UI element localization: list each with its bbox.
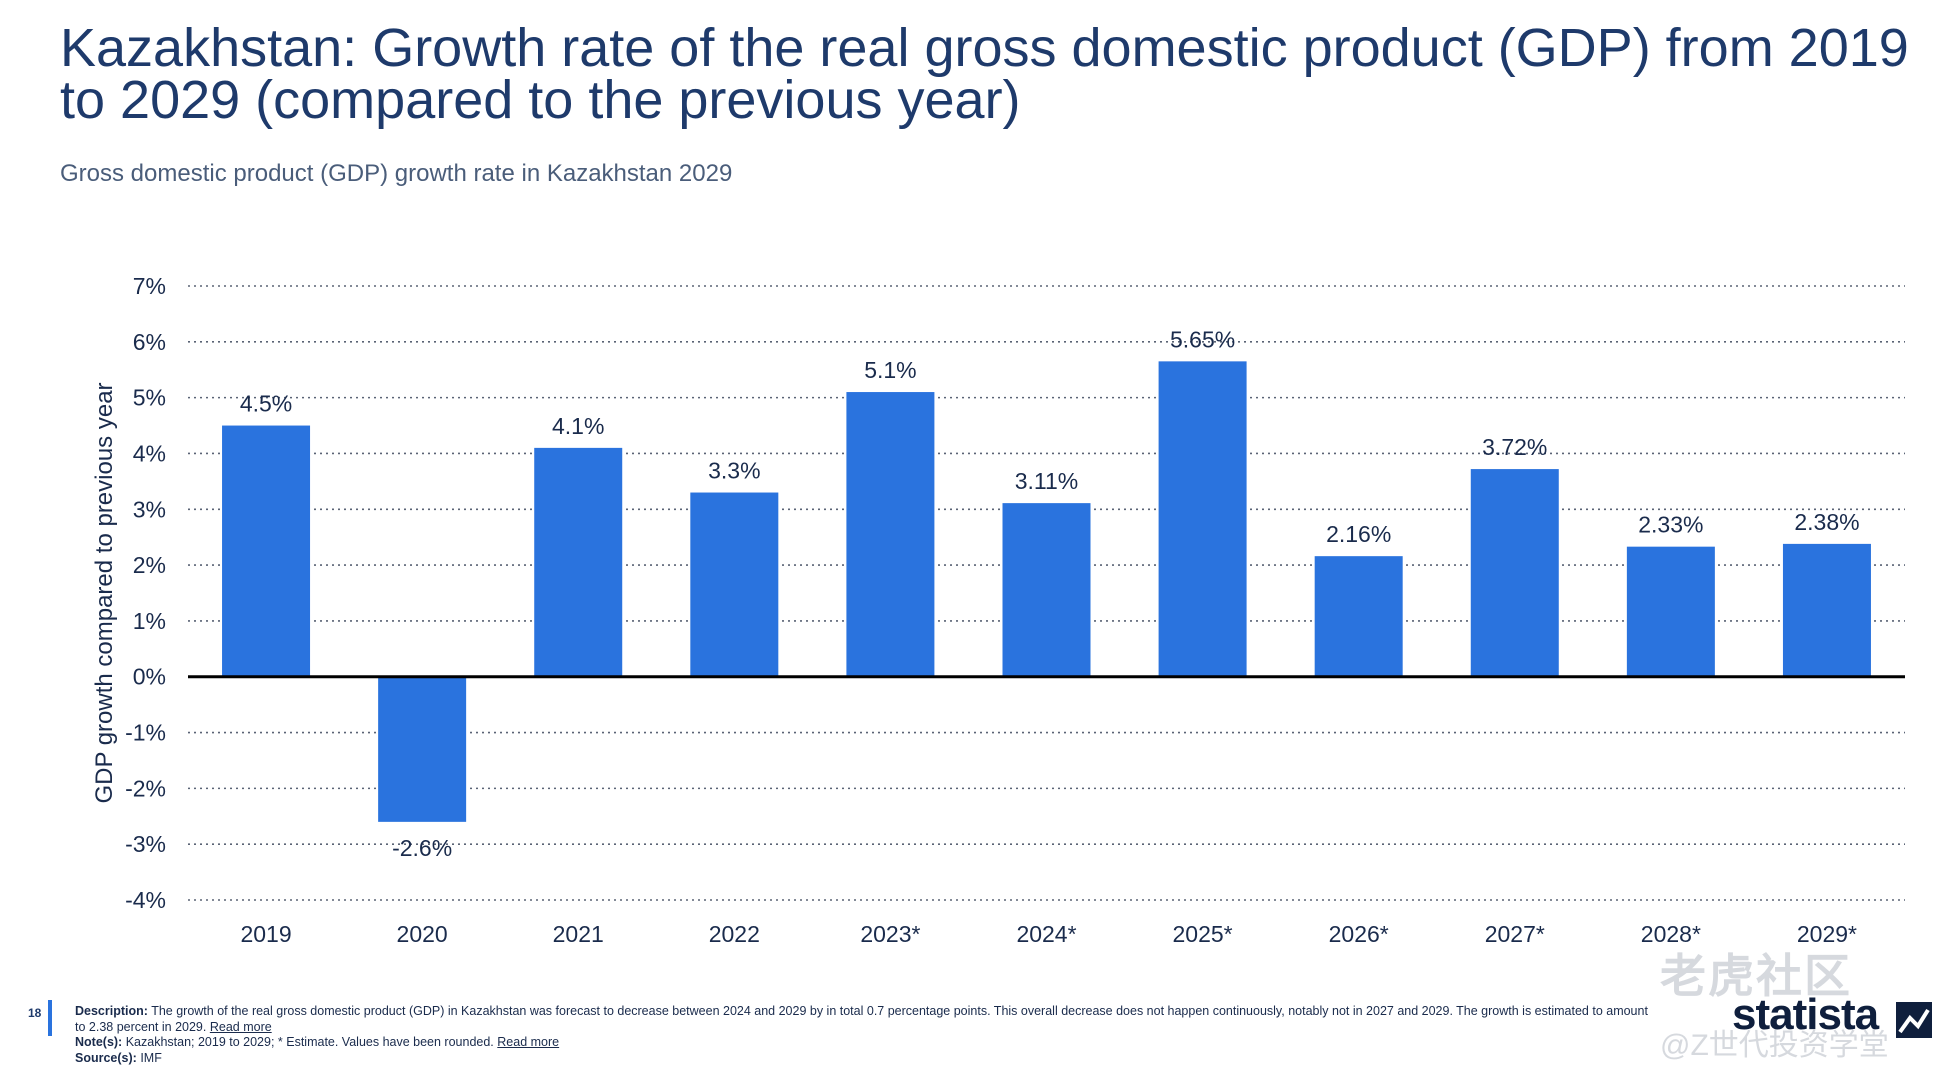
bar [846,392,935,677]
description-line: Description: The growth of the real gros… [75,1004,1655,1035]
page-accent-bar [48,1000,52,1036]
x-tick-label: 2024* [1016,921,1076,947]
bar [1470,469,1559,677]
bars [222,361,1871,822]
y-tick-label: 4% [133,440,166,466]
data-label: 3.11% [1015,468,1079,494]
chart-subtitle: Gross domestic product (GDP) growth rate… [60,160,733,187]
statista-logo-icon [1896,1002,1932,1038]
y-tick-label: 3% [133,496,166,522]
y-tick-label: 2% [133,552,166,578]
description-label: Description: [75,1004,148,1018]
y-axis-ticks: 7% 6% 5% 4% 3% 2% 1% 0% -1% -2% -3% -4% [125,273,166,913]
data-label: -2.6% [392,835,452,861]
x-tick-label: 2029* [1797,921,1857,947]
bar [222,425,311,677]
y-tick-label: -3% [125,831,166,857]
x-tick-label: 2022 [709,921,760,947]
statista-logo[interactable]: statista [1732,990,1879,1039]
notes-label: Note(s): [75,1035,123,1049]
x-tick-label: 2025* [1173,921,1233,947]
read-more-link[interactable]: Read more [209,1019,272,1034]
bar [1158,361,1247,677]
data-label: 5.1% [864,357,916,383]
bar [1314,556,1403,677]
watermark-text: 老虎社区 [1660,950,1852,1002]
bar [1782,543,1871,677]
bar [1002,503,1091,677]
x-tick-label: 2027* [1485,921,1545,947]
data-label: 3.72% [1482,434,1547,460]
data-labels: 4.5% -2.6% 4.1% 3.3% 5.1% 3.11% 5.65% 2.16% 3.72… [240,326,1860,861]
y-tick-label: 6% [133,329,166,355]
bar [690,492,779,677]
x-tick-label: 2021 [553,921,604,947]
y-tick-label: 1% [133,608,166,634]
y-tick-label: 7% [133,273,166,299]
chart-title: Kazakhstan: Growth rate of the real gros… [60,18,1909,130]
data-label: 2.33% [1638,512,1703,538]
data-label: 5.65% [1170,326,1235,352]
data-label: 3.3% [708,458,760,484]
chart-footer: Description: The growth of the real gros… [75,1004,1655,1066]
x-axis-ticks: 2019 2020 2021 2022 2023* 2024* 2025* 2026* 2027… [240,921,1857,947]
bar-chart: 7%6%5%4%3%2%1%0%-1%-2%-3%-4% 4.5%-2.6%4.… [91,273,1905,947]
source-line: Source(s): IMF [75,1051,1655,1067]
data-label: 4.1% [552,413,604,439]
data-label: 4.5% [240,391,292,417]
bar [1626,546,1715,677]
y-axis-label: GDP growth compared to previous year [91,382,118,803]
read-more-link[interactable]: Read more [497,1035,560,1049]
y-tick-label: 0% [133,664,166,690]
source-text: IMF [140,1050,162,1065]
y-tick-label: 5% [133,385,166,411]
notes-text: Kazakhstan; 2019 to 2029; * Estimate. Va… [125,1035,494,1049]
watermark-subtext: @Z世代投资学堂 [1660,1029,1889,1062]
description-text: The growth of the real gross domestic pr… [75,1004,1648,1034]
bar [534,447,623,677]
x-tick-label: 2019 [240,921,291,947]
y-tick-label: -4% [125,887,166,913]
data-label: 2.38% [1794,509,1859,535]
data-label: 2.16% [1326,521,1391,547]
source-label: Source(s): [75,1050,137,1065]
bar [378,676,467,822]
y-tick-label: -1% [125,720,166,746]
notes-line: Note(s): Kazakhstan; 2019 to 2029; * Est… [75,1035,1655,1051]
page-number: 18 [28,1006,42,1020]
x-tick-label: 2028* [1641,921,1701,947]
x-tick-label: 2026* [1329,921,1389,947]
x-tick-label: 2023* [860,921,920,947]
x-tick-label: 2020 [397,921,448,947]
y-tick-label: -2% [125,775,166,801]
